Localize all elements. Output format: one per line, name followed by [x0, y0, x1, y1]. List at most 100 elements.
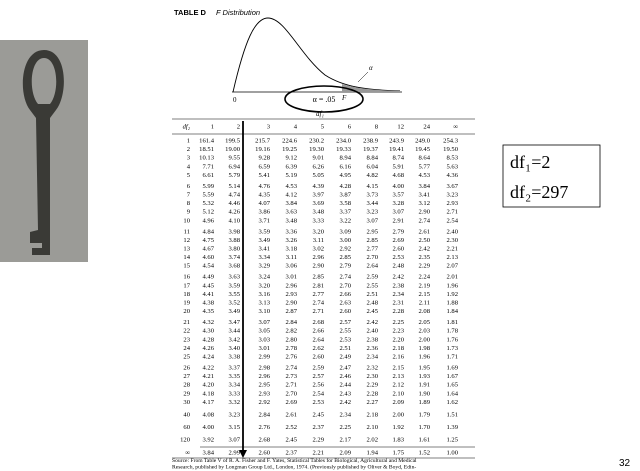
table-cell: 2.42 [418, 246, 430, 253]
table-cell: 1.81 [446, 319, 458, 326]
table-cell: 2.76 [285, 354, 297, 361]
table-cell: 243.9 [389, 138, 405, 145]
table-cell: 2.28 [366, 390, 378, 397]
table-cell: 7.71 [202, 163, 214, 170]
table-cell: 2.25 [339, 424, 351, 431]
table-cell: 2.29 [366, 382, 378, 389]
table-cell: 2.74 [285, 365, 297, 372]
table-cell: 2.77 [312, 291, 324, 298]
table-cell: 5.19 [285, 172, 297, 179]
table-cell: 3.57 [392, 192, 404, 199]
row-header: 30 [183, 399, 190, 406]
row-header: 12 [183, 237, 190, 244]
table-cell: 5.99 [202, 183, 214, 190]
table-cell: 4.46 [228, 200, 240, 207]
table-cell: 2.54 [446, 217, 458, 224]
table-cell: 1.39 [446, 424, 458, 431]
row-header: 2 [187, 146, 190, 153]
table-cell: 1.51 [446, 412, 458, 419]
table-cell: 4.35 [258, 192, 270, 199]
df1-value: df₁=2 [510, 152, 550, 172]
table-cell: 3.92 [202, 437, 214, 444]
table-cell: 1.84 [446, 308, 458, 315]
table-cell: 2.01 [446, 274, 458, 281]
table-cell: 8.64 [418, 155, 430, 162]
table-cell: 4.00 [202, 424, 214, 431]
table-cell: 2.53 [392, 254, 404, 261]
row-header: 21 [183, 319, 190, 326]
table-cell: 6.26 [312, 163, 324, 170]
table-cell: 19.33 [336, 146, 352, 153]
table-cell: 2.62 [312, 345, 324, 352]
table-cell: 8.74 [392, 155, 404, 162]
table-cell: 2.71 [312, 308, 324, 315]
table-cell: 19.37 [363, 146, 379, 153]
table-cell: 1.25 [446, 437, 458, 444]
table-cell: 2.85 [366, 237, 378, 244]
table-cell: 3.69 [312, 200, 324, 207]
table-cell: 19.41 [389, 146, 404, 153]
table-cell: 2.50 [418, 237, 430, 244]
table-cell: 4.35 [202, 308, 214, 315]
table-cell: 3.59 [258, 228, 270, 235]
table-cell: 3.01 [258, 345, 270, 352]
table-cell: 2.37 [285, 449, 297, 456]
table-cell: 2.64 [312, 336, 324, 343]
table-cell: 5.41 [258, 172, 270, 179]
table-cell: 2.11 [419, 300, 430, 307]
table-cell: 2.53 [312, 399, 324, 406]
table-cell: 1.90 [418, 390, 430, 397]
table-cell: 2.69 [392, 237, 404, 244]
table-cell: 1.95 [418, 365, 430, 372]
table-cell: 3.34 [228, 382, 240, 389]
table-cell: 3.07 [392, 209, 404, 216]
table-cell: 2.70 [366, 254, 378, 261]
table-cell: 1.88 [446, 300, 458, 307]
row-header: ∞ [185, 449, 190, 456]
table-cell: 2.43 [339, 390, 351, 397]
row-header: 14 [183, 254, 190, 261]
page-number: 32 [619, 458, 631, 469]
table-cell: 5.77 [418, 163, 430, 170]
table-cell: 3.73 [366, 192, 378, 199]
table-cell: 2.81 [312, 282, 324, 289]
column-header: 2 [237, 124, 240, 131]
table-cell: 3.01 [285, 274, 297, 281]
table-cell: 2.13 [446, 254, 458, 261]
table-cell: 3.55 [228, 291, 240, 298]
table-cell: 3.67 [446, 183, 458, 190]
table-cell: 3.63 [228, 274, 240, 281]
table-cell: 3.74 [228, 254, 240, 261]
table-cell: 4.39 [312, 183, 324, 190]
table-cell: 1.67 [446, 373, 458, 380]
table-cell: 1.00 [446, 449, 458, 456]
table-cell: 19.25 [282, 146, 298, 153]
table-cell: 4.10 [228, 217, 240, 224]
table-cell: 3.35 [228, 373, 240, 380]
table-cell: 2.61 [285, 412, 297, 419]
table-cell: 19.45 [415, 146, 431, 153]
table-cell: 3.09 [339, 228, 351, 235]
table-cell: 2.18 [366, 412, 378, 419]
table-cell: 1.96 [418, 354, 430, 361]
table-cell: 3.68 [228, 263, 240, 270]
table-cell: 2.42 [392, 274, 404, 281]
table-cell: 1.71 [446, 354, 458, 361]
row-header: 15 [183, 263, 190, 270]
table-label: TABLE D [174, 8, 207, 17]
table-cell: 5.32 [202, 200, 214, 207]
table-cell: 4.67 [202, 246, 214, 253]
table-cell: 2.34 [366, 354, 378, 361]
row-header: 29 [183, 390, 190, 397]
table-cell: 2.03 [418, 328, 430, 335]
table-cell: 3.84 [285, 200, 297, 207]
table-cell: 215.7 [255, 138, 271, 145]
table-cell: 1.61 [418, 437, 430, 444]
row-header: 60 [183, 424, 190, 431]
table-cell: 1.94 [366, 449, 378, 456]
table-cell: 2.42 [339, 399, 351, 406]
table-cell: 9.12 [285, 155, 297, 162]
table-cell: 2.98 [258, 365, 270, 372]
table-cell: 2.53 [339, 336, 351, 343]
source-note: Source: From Table V of R. A. Fisher and… [172, 457, 417, 471]
